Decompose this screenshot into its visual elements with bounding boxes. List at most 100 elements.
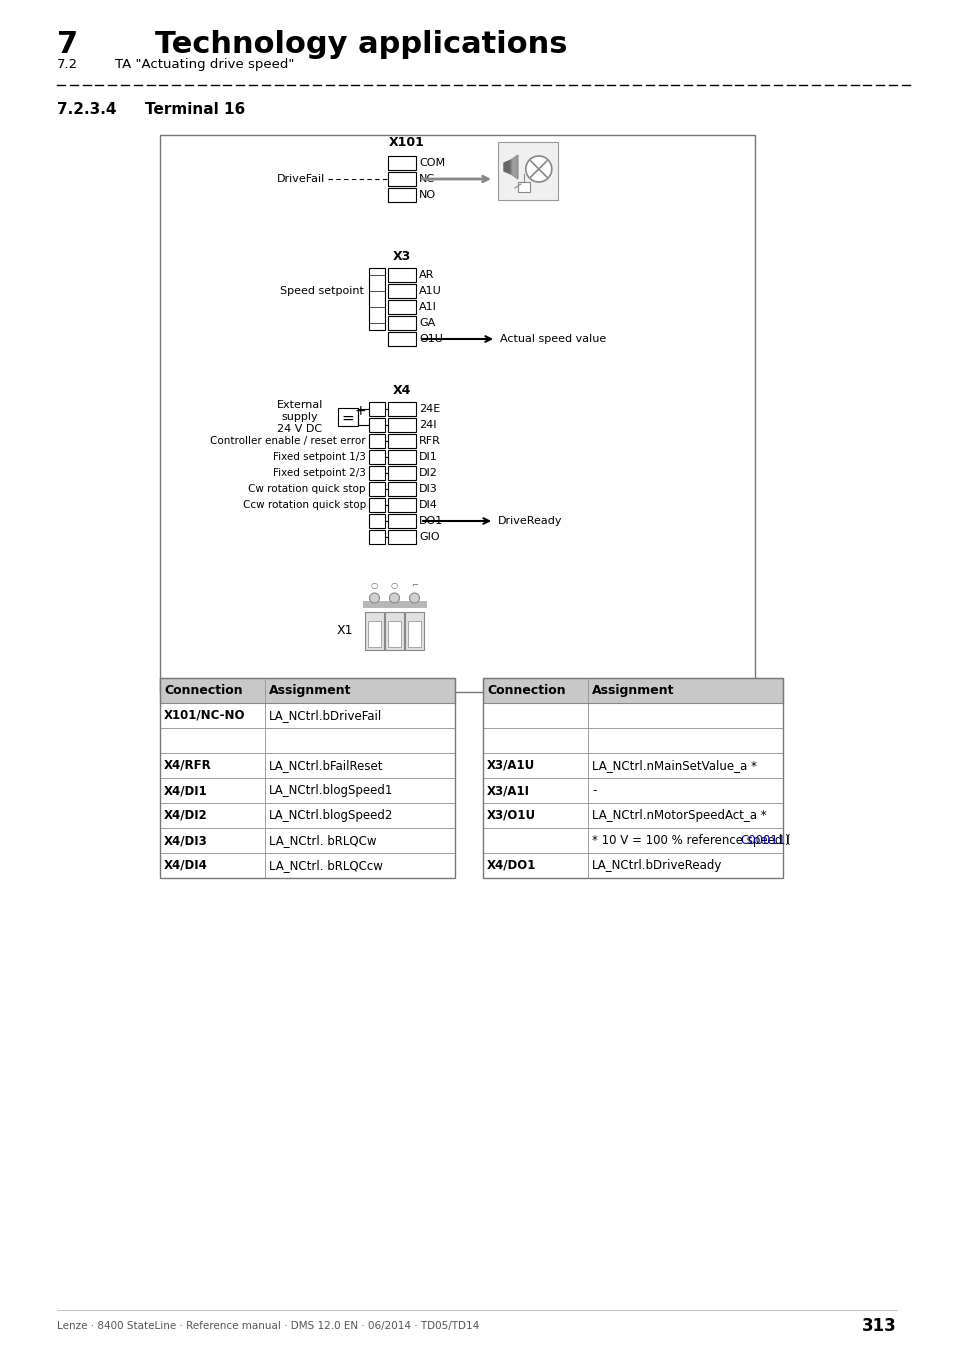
Circle shape [389, 593, 399, 603]
Bar [388, 433, 416, 448]
Bar [160, 703, 265, 728]
Bar [388, 418, 416, 432]
Bar [369, 531, 385, 544]
Bar [369, 269, 385, 329]
Text: LA_NCtrl.blogSpeed1: LA_NCtrl.blogSpeed1 [269, 784, 393, 796]
Text: ○: ○ [391, 580, 397, 590]
Text: 7: 7 [57, 30, 78, 59]
Bar [265, 753, 455, 778]
Text: External
supply
24 V DC: External supply 24 V DC [276, 401, 323, 433]
Bar [388, 514, 416, 528]
Bar [160, 728, 265, 753]
Bar [482, 753, 587, 778]
Text: Connection: Connection [486, 684, 565, 697]
Text: A1I: A1I [418, 302, 436, 312]
Text: X3/A1I: X3/A1I [486, 784, 530, 796]
Text: NC: NC [418, 174, 435, 184]
Bar [160, 678, 455, 703]
Bar [482, 728, 587, 753]
Bar [265, 828, 455, 853]
Text: X3/A1U: X3/A1U [486, 759, 535, 772]
Text: X4/DI4: X4/DI4 [164, 859, 208, 872]
Text: O1U: O1U [418, 333, 442, 344]
Text: 7.2: 7.2 [57, 58, 78, 72]
Polygon shape [511, 155, 517, 180]
Text: X3/O1U: X3/O1U [486, 809, 536, 822]
Text: C00011: C00011 [740, 834, 784, 846]
Text: DI3: DI3 [418, 485, 437, 494]
Bar [369, 450, 385, 464]
Bar [388, 300, 416, 315]
Bar [482, 678, 782, 878]
Bar [369, 498, 385, 512]
Text: Controller enable / reset error: Controller enable / reset error [211, 436, 366, 446]
Bar [587, 778, 782, 803]
Bar [265, 728, 455, 753]
Bar [160, 803, 265, 828]
Bar [408, 621, 420, 647]
Text: Speed setpoint: Speed setpoint [280, 286, 364, 296]
Text: 24I: 24I [418, 420, 436, 431]
Bar [388, 284, 416, 298]
Bar [388, 332, 416, 346]
Text: -: - [592, 784, 596, 796]
Bar [517, 182, 530, 192]
Text: LA_NCtrl.bDriveReady: LA_NCtrl.bDriveReady [592, 859, 721, 872]
Bar [587, 753, 782, 778]
Bar [368, 621, 380, 647]
Text: Terminal 16: Terminal 16 [145, 103, 245, 117]
Text: +: + [354, 404, 365, 418]
Text: DriveReady: DriveReady [497, 516, 562, 526]
Text: ⌐: ⌐ [411, 580, 417, 590]
Text: ○: ○ [371, 580, 377, 590]
Bar [388, 269, 416, 282]
Bar [482, 703, 587, 728]
Circle shape [409, 593, 419, 603]
Text: ): ) [783, 834, 788, 846]
Bar [369, 418, 385, 432]
Text: LA_NCtrl.nMotorSpeedAct_a *: LA_NCtrl.nMotorSpeedAct_a * [592, 809, 766, 822]
Bar [482, 828, 587, 853]
Bar [587, 803, 782, 828]
Text: Assignment: Assignment [592, 684, 674, 697]
Bar [388, 450, 416, 464]
Text: DI1: DI1 [418, 452, 437, 462]
Text: X1: X1 [336, 625, 353, 637]
Text: X4/RFR: X4/RFR [164, 759, 212, 772]
Text: Fixed setpoint 2/3: Fixed setpoint 2/3 [273, 468, 366, 478]
Text: 313: 313 [862, 1318, 896, 1335]
Bar [587, 828, 782, 853]
Bar [405, 612, 423, 649]
Bar [388, 316, 416, 329]
Bar [160, 828, 265, 853]
Text: DI4: DI4 [418, 500, 437, 510]
Text: Ccw rotation quick stop: Ccw rotation quick stop [242, 500, 366, 510]
Text: X4/DO1: X4/DO1 [486, 859, 536, 872]
Bar [388, 498, 416, 512]
Text: LA_NCtrl.bFailReset: LA_NCtrl.bFailReset [269, 759, 383, 772]
Text: GIO: GIO [418, 532, 439, 541]
Bar [160, 135, 754, 693]
Bar [369, 514, 385, 528]
Text: TA "Actuating drive speed": TA "Actuating drive speed" [115, 58, 294, 72]
Text: COM: COM [418, 158, 445, 167]
Text: NO: NO [418, 190, 436, 200]
Text: Cw rotation quick stop: Cw rotation quick stop [248, 485, 366, 494]
Bar [482, 678, 782, 703]
Text: Assignment: Assignment [269, 684, 351, 697]
Text: Fixed setpoint 1/3: Fixed setpoint 1/3 [273, 452, 366, 462]
Bar [160, 778, 265, 803]
Text: X4: X4 [393, 383, 411, 397]
Bar [369, 433, 385, 448]
Bar [388, 402, 416, 416]
Text: Connection: Connection [164, 684, 242, 697]
Text: LA_NCtrl. bRLQCcw: LA_NCtrl. bRLQCcw [269, 859, 382, 872]
Text: GA: GA [418, 319, 435, 328]
Text: DI2: DI2 [418, 468, 437, 478]
Text: LA_NCtrl.bDriveFail: LA_NCtrl.bDriveFail [269, 709, 382, 722]
Bar [363, 601, 427, 608]
Bar [388, 531, 416, 544]
Bar [337, 408, 357, 427]
Circle shape [369, 593, 379, 603]
Bar [482, 778, 587, 803]
